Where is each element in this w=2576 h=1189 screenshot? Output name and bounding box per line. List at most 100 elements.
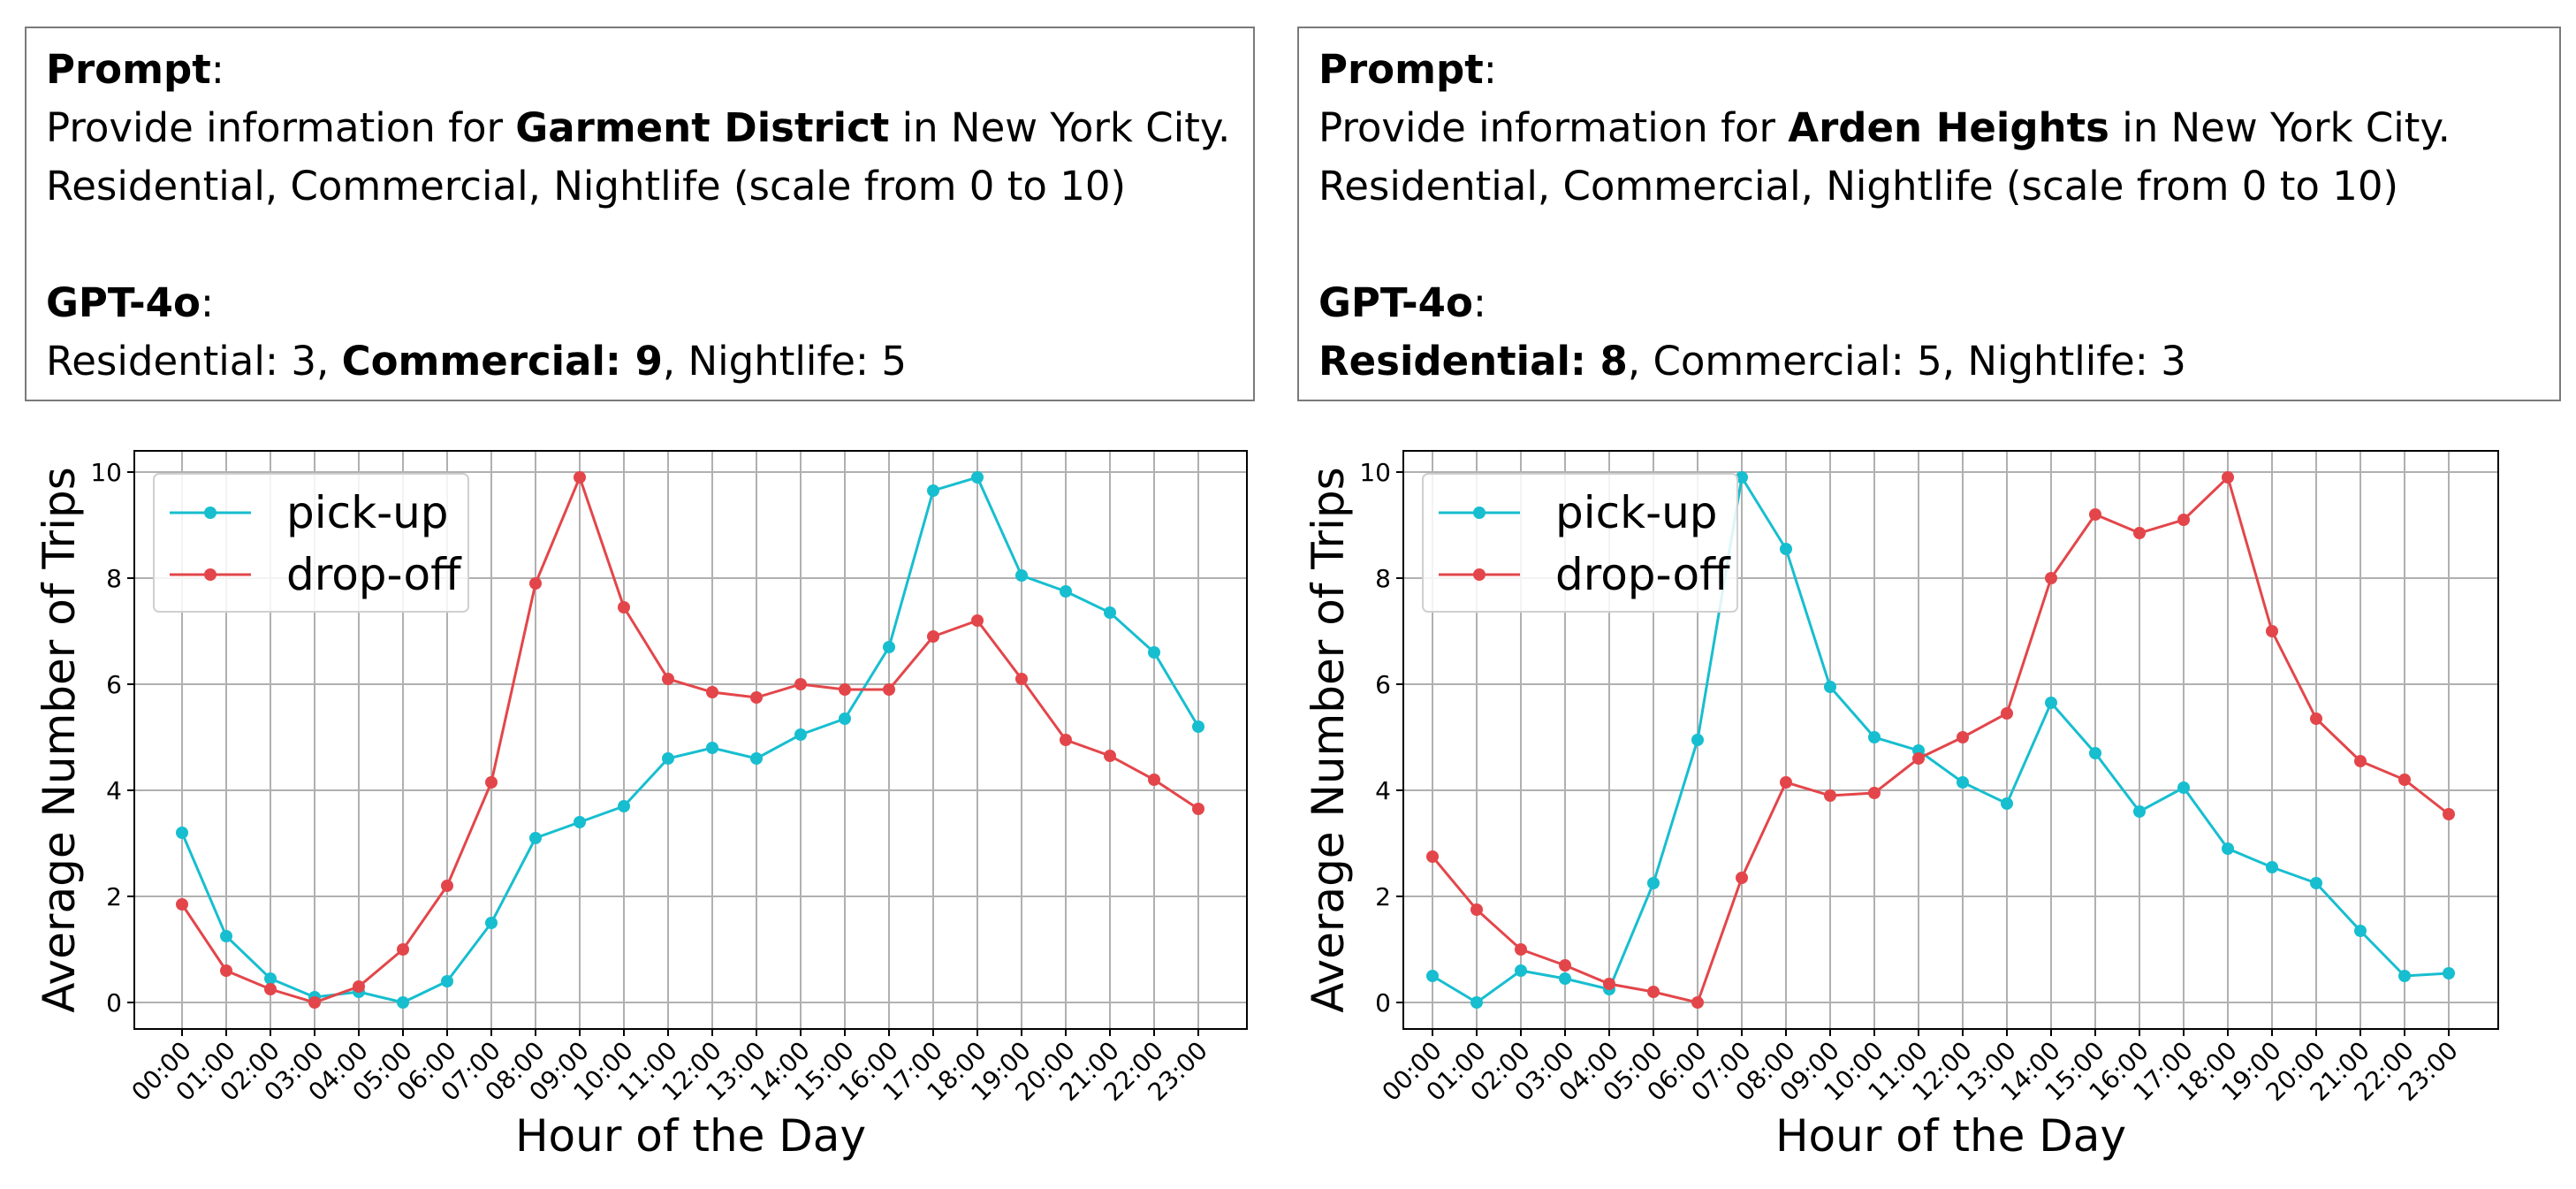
data-point-drop-off xyxy=(1647,986,1660,998)
chart-2: 024681000:0001:0002:0003:0004:0005:0006:… xyxy=(1303,450,2499,1162)
y-tick-label: 0 xyxy=(106,988,122,1018)
chart-1: 024681000:0001:0002:0003:0004:0005:0006:… xyxy=(34,450,1248,1162)
data-point-drop-off xyxy=(1912,752,1925,765)
data-point-drop-off xyxy=(485,776,498,789)
data-point-drop-off xyxy=(1104,750,1116,762)
data-point-drop-off xyxy=(2222,471,2234,484)
legend: pick-up drop-off xyxy=(153,473,469,613)
data-point-pick-up xyxy=(574,816,586,828)
legend-box xyxy=(1422,473,1738,613)
data-point-pick-up xyxy=(2398,970,2411,982)
series-line-drop-off xyxy=(180,473,1199,1004)
data-point-pick-up xyxy=(839,713,851,725)
y-tick-label: 6 xyxy=(106,670,122,699)
plot-frame xyxy=(133,450,1248,1030)
data-point-pick-up xyxy=(1470,996,1483,1009)
data-point-drop-off xyxy=(2045,572,2057,584)
data-point-pick-up xyxy=(397,996,409,1009)
model-answer: Residential: 8, Commercial: 5, Nightlife… xyxy=(1318,338,2186,385)
data-point-drop-off xyxy=(397,943,409,956)
prompt-box-right: Prompt: Provide information for Arden He… xyxy=(1297,27,2561,401)
x-axis-title: Hour of the Day xyxy=(515,1110,866,1162)
data-point-pick-up xyxy=(1060,585,1072,598)
y-tick-label: 2 xyxy=(106,882,122,911)
data-point-drop-off xyxy=(1060,734,1072,746)
legend: pick-up drop-off xyxy=(1422,473,1738,613)
legend-label: drop-off xyxy=(1555,549,1731,600)
data-point-drop-off xyxy=(1868,787,1881,799)
data-point-drop-off xyxy=(176,898,188,911)
data-point-drop-off xyxy=(1515,943,1527,956)
data-point-pick-up xyxy=(1192,720,1204,733)
data-point-drop-off xyxy=(2443,808,2455,820)
legend-box xyxy=(153,473,469,613)
data-point-drop-off xyxy=(662,673,674,685)
data-point-drop-off xyxy=(574,471,586,484)
data-point-drop-off xyxy=(1736,872,1748,884)
data-point-pick-up xyxy=(1515,964,1527,977)
data-point-pick-up xyxy=(1559,972,1571,985)
y-tick-label: 2 xyxy=(1375,882,1391,911)
data-point-drop-off xyxy=(2089,508,2101,521)
data-point-drop-off xyxy=(1015,673,1028,685)
data-point-drop-off xyxy=(971,614,984,627)
y-tick-label: 4 xyxy=(1375,776,1391,805)
data-point-pick-up xyxy=(1691,734,1704,746)
data-point-drop-off xyxy=(1780,776,1792,789)
legend-swatch-marker xyxy=(204,568,217,581)
data-point-pick-up xyxy=(1647,877,1660,889)
data-point-pick-up xyxy=(2133,805,2146,818)
model-answer: Residential: 3, Commercial: 9, Nightlife… xyxy=(46,338,908,385)
y-tick-label: 4 xyxy=(106,776,122,805)
data-point-drop-off xyxy=(220,964,232,977)
data-point-drop-off xyxy=(839,683,851,696)
data-point-pick-up xyxy=(1015,569,1028,582)
y-axis-title: Average Number of Trips xyxy=(1303,467,1354,1012)
data-point-drop-off xyxy=(1691,996,1704,1009)
model-heading: GPT-4o: xyxy=(46,279,215,326)
data-point-drop-off xyxy=(927,630,939,643)
data-point-pick-up xyxy=(1426,970,1439,982)
data-point-drop-off xyxy=(353,980,365,993)
data-point-pick-up xyxy=(2177,781,2190,794)
y-tick-label: 8 xyxy=(106,564,122,593)
prompt-text-line-2: Residential, Commercial, Nightlife (scal… xyxy=(46,163,1127,210)
y-tick-label: 8 xyxy=(1375,564,1391,593)
data-point-pick-up xyxy=(2045,697,2057,709)
legend-swatch-marker xyxy=(1473,507,1486,519)
data-point-pick-up xyxy=(706,742,718,754)
x-axis-title: Hour of the Day xyxy=(1775,1110,2126,1162)
legend-label: pick-up xyxy=(286,487,449,538)
data-point-drop-off xyxy=(1603,978,1615,990)
data-point-pick-up xyxy=(1957,776,1969,789)
data-point-drop-off xyxy=(883,683,895,696)
data-point-pick-up xyxy=(2089,747,2101,759)
model-heading: GPT-4o: xyxy=(1318,279,1487,326)
data-point-pick-up xyxy=(2266,861,2278,873)
data-point-drop-off xyxy=(1426,850,1439,863)
data-point-pick-up xyxy=(220,930,232,942)
data-point-drop-off xyxy=(2354,755,2367,767)
prompt-text-line-1: Provide information for Garment District… xyxy=(46,104,1231,151)
prompt-heading: Prompt: xyxy=(46,46,224,93)
data-point-pick-up xyxy=(264,972,277,985)
data-point-drop-off xyxy=(529,577,542,590)
data-point-pick-up xyxy=(750,752,763,765)
data-point-pick-up xyxy=(618,800,630,812)
data-point-drop-off xyxy=(750,691,763,704)
data-point-pick-up xyxy=(441,975,453,987)
plot-frame xyxy=(1402,450,2499,1030)
data-point-drop-off xyxy=(706,686,718,698)
data-point-pick-up xyxy=(1780,543,1792,555)
data-point-drop-off xyxy=(2133,527,2146,539)
data-point-drop-off xyxy=(1559,959,1571,972)
data-point-drop-off xyxy=(2266,625,2278,637)
data-point-pick-up xyxy=(2310,877,2322,889)
prompt-heading: Prompt: xyxy=(1318,46,1497,93)
y-tick-label: 10 xyxy=(90,458,122,487)
data-point-pick-up xyxy=(2001,797,2013,810)
data-point-drop-off xyxy=(2310,713,2322,725)
y-axis-title: Average Number of Trips xyxy=(34,467,85,1012)
data-point-pick-up xyxy=(794,728,807,741)
